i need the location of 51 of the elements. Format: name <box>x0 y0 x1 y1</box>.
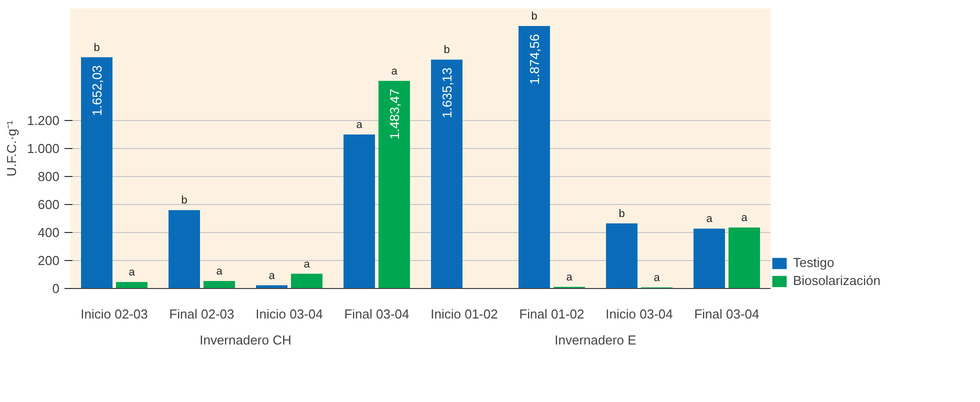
data-label: a <box>216 266 224 278</box>
bar <box>168 210 200 288</box>
data-label: a <box>268 270 276 282</box>
y-axis-title: U.F.C.·g⁻¹ <box>4 120 19 176</box>
data-label: a <box>566 271 574 284</box>
x-tick-label: Inicio 03-04 <box>606 306 673 322</box>
data-label: a <box>356 119 364 132</box>
bar <box>694 228 725 288</box>
bar <box>81 57 112 288</box>
bar <box>116 282 148 288</box>
x-tick-label: Inicio 01-02 <box>430 306 498 322</box>
x-tick-label: Final 03-04 <box>344 306 410 322</box>
y-tick-label: 800 <box>38 169 60 184</box>
y-tick-label: 0 <box>52 281 60 296</box>
bar <box>518 26 550 288</box>
y-tick-label: 600 <box>38 197 60 212</box>
bar <box>378 80 410 288</box>
y-tick-label: 200 <box>38 253 60 268</box>
bar <box>291 274 322 288</box>
data-label: a <box>706 213 714 226</box>
annotation: 1.635,13 <box>439 68 454 118</box>
bar <box>728 227 760 288</box>
data-label: a <box>391 65 398 78</box>
data-label: a <box>128 266 136 279</box>
bar <box>606 223 638 288</box>
x-tick-label: Inicio 03-04 <box>256 306 323 322</box>
data-label: b <box>618 208 625 220</box>
data-label: b <box>444 44 450 56</box>
x-tick-label: Final 03-04 <box>694 306 760 322</box>
data-label: a <box>304 258 311 270</box>
annotation: 1.652,03 <box>89 65 104 116</box>
annotation: 1.483,47 <box>386 88 402 140</box>
text: Invernadero CH <box>200 332 292 348</box>
y-tick-label: 1.000 <box>26 141 60 156</box>
y-tick-label: 400 <box>38 225 60 240</box>
data-label: a <box>741 212 748 224</box>
x-tick-label: Final 01-02 <box>519 306 584 322</box>
bar <box>204 280 235 288</box>
legend-label: Testigo <box>793 255 834 270</box>
data-label: b <box>181 194 188 207</box>
data-label: a <box>654 272 661 284</box>
bar <box>431 60 462 288</box>
y-tick-label: 1.200 <box>26 113 60 128</box>
data-label: b <box>94 42 100 54</box>
annotation: 1.874,56 <box>526 34 542 85</box>
data-label: b <box>531 10 538 23</box>
text: Invernadero E <box>554 332 637 348</box>
x-tick-label: Inicio 02-03 <box>80 306 148 322</box>
legend-label: Biosolarización <box>793 273 880 288</box>
x-tick-label: Final 02-03 <box>169 306 234 322</box>
bar <box>344 134 375 288</box>
